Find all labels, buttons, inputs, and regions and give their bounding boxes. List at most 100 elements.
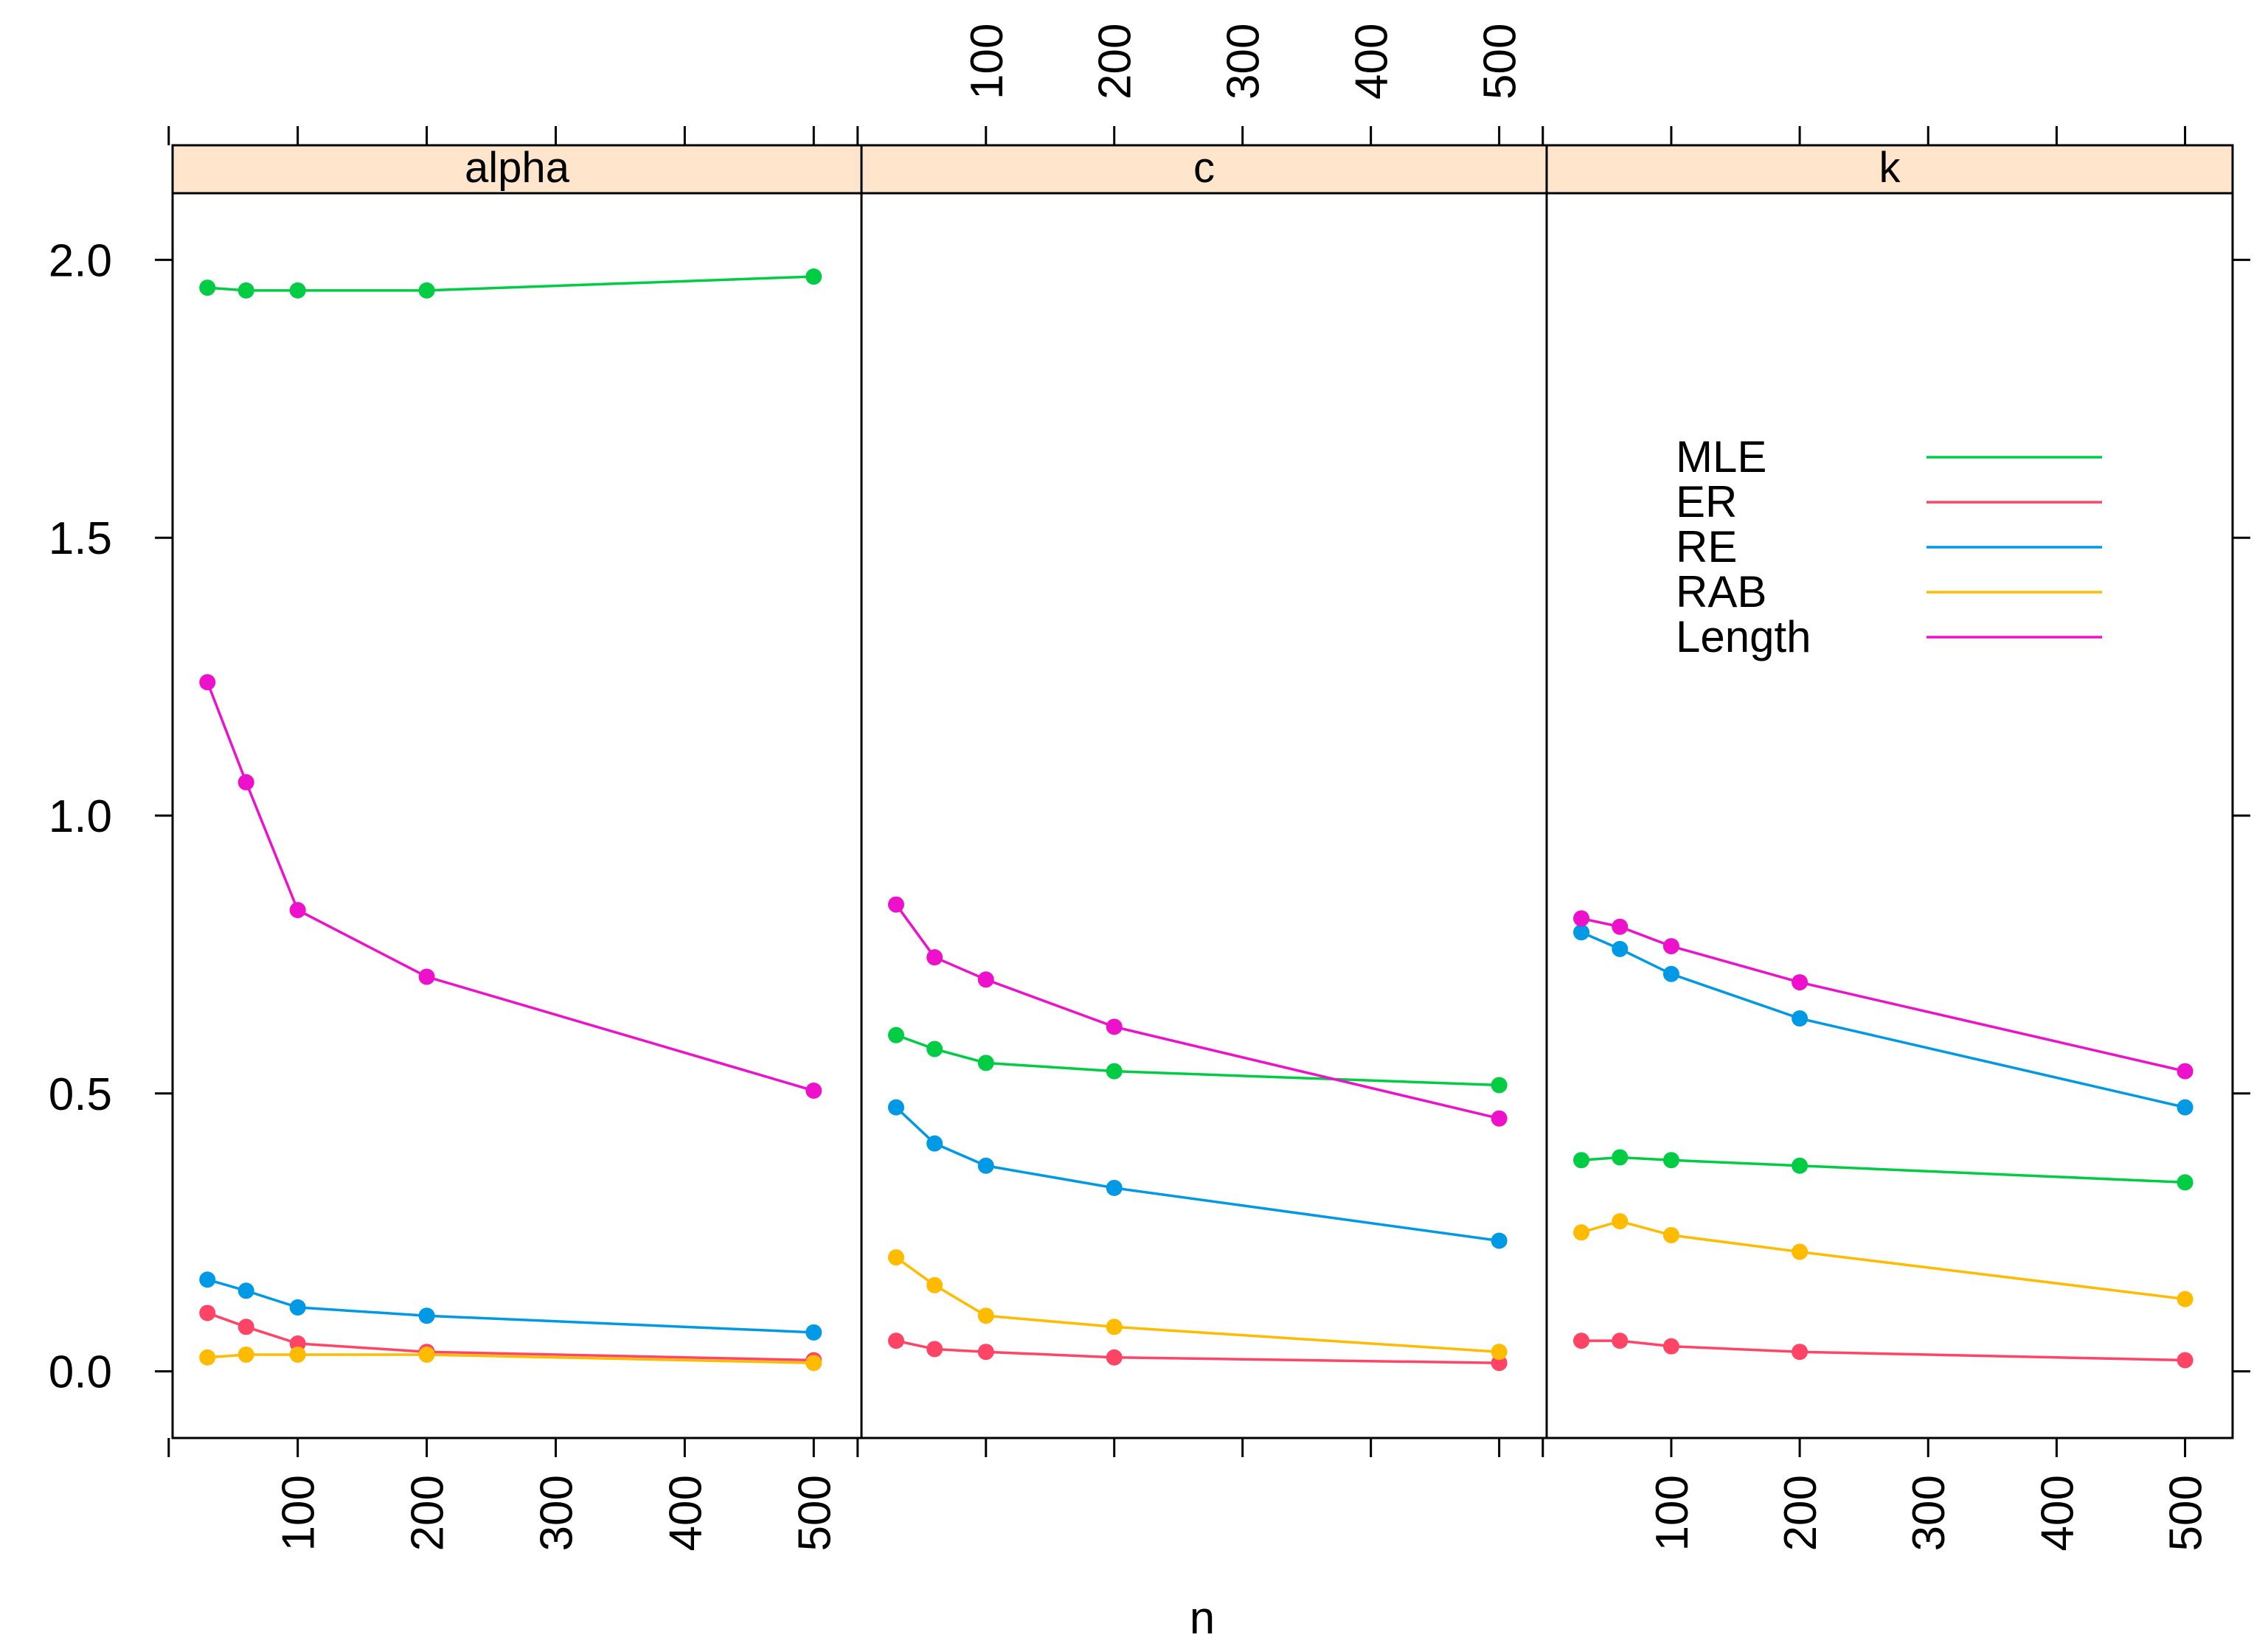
- data-point-c-ER: [1491, 1355, 1508, 1372]
- data-point-c-Length: [1491, 1110, 1508, 1127]
- data-point-alpha-RE: [418, 1307, 435, 1324]
- y-tick-label: 0.5: [49, 1069, 112, 1120]
- data-point-c-Length: [1106, 1018, 1123, 1035]
- data-point-k-MLE: [1792, 1157, 1808, 1174]
- data-point-alpha-MLE: [418, 282, 435, 299]
- data-point-c-MLE: [977, 1055, 994, 1071]
- data-point-c-RAB: [1106, 1319, 1123, 1335]
- data-point-c-RE: [887, 1099, 904, 1116]
- data-point-k-ER: [1792, 1344, 1808, 1361]
- legend-label-Length: Length: [1676, 612, 1811, 661]
- data-point-c-RAB: [887, 1249, 904, 1266]
- y-tick-label: 1.0: [49, 791, 112, 842]
- y-tick-label: 2.0: [49, 235, 112, 286]
- data-point-k-MLE: [2177, 1174, 2194, 1191]
- data-point-c-MLE: [926, 1041, 943, 1057]
- data-point-k-RE: [1573, 924, 1590, 941]
- data-point-alpha-RE: [199, 1271, 216, 1288]
- data-point-k-RAB: [1792, 1243, 1808, 1260]
- data-point-alpha-ER: [199, 1305, 216, 1321]
- data-point-c-ER: [887, 1333, 904, 1350]
- data-point-k-ER: [2177, 1352, 2194, 1369]
- x-tick-label-bottom: 500: [2161, 1475, 2212, 1551]
- data-point-k-RE: [2177, 1099, 2194, 1116]
- data-point-c-RE: [1491, 1232, 1508, 1249]
- data-point-alpha-MLE: [289, 282, 306, 299]
- data-point-c-RE: [926, 1135, 943, 1152]
- x-tick-label-bottom: 300: [1904, 1475, 1955, 1551]
- data-point-alpha-RE: [805, 1324, 822, 1341]
- panel-strip-k: [1545, 144, 2234, 195]
- series-line-k-RE: [1581, 931, 2185, 1109]
- data-point-k-Length: [1573, 910, 1590, 927]
- data-point-k-MLE: [1612, 1149, 1629, 1166]
- data-point-c-Length: [887, 896, 904, 913]
- data-point-k-ER: [1662, 1338, 1679, 1355]
- x-tick-label-bottom: 400: [660, 1475, 711, 1551]
- x-tick-label-bottom: 400: [2032, 1475, 2083, 1551]
- series-line-alpha-Length: [206, 681, 814, 1092]
- panel-title-c: c: [1193, 144, 1215, 192]
- data-point-c-MLE: [887, 1027, 904, 1043]
- panel-title-alpha: alpha: [465, 144, 570, 192]
- data-point-k-RAB: [1573, 1224, 1590, 1241]
- data-point-k-Length: [1792, 974, 1808, 991]
- data-point-c-ER: [1106, 1349, 1123, 1366]
- series-line-c-RAB: [895, 1256, 1499, 1353]
- data-point-k-MLE: [1662, 1152, 1679, 1169]
- y-tick-label: 0.0: [49, 1347, 112, 1398]
- x-tick-label-top: 300: [1218, 24, 1269, 100]
- data-point-k-RE: [1612, 940, 1629, 957]
- x-tick-label-bottom: 100: [274, 1475, 325, 1551]
- x-axis-title: n: [1190, 1593, 1215, 1643]
- data-point-c-MLE: [1106, 1063, 1123, 1080]
- data-point-k-ER: [1612, 1333, 1629, 1350]
- data-point-alpha-RAB: [805, 1355, 822, 1372]
- panel-title-k: k: [1879, 144, 1901, 192]
- data-point-c-Length: [926, 949, 943, 966]
- data-point-c-Length: [977, 971, 994, 988]
- data-point-k-Length: [1612, 918, 1629, 935]
- data-point-c-RAB: [1491, 1344, 1508, 1361]
- data-point-k-RE: [1792, 1010, 1808, 1027]
- data-point-k-ER: [1573, 1333, 1590, 1350]
- data-point-c-RE: [977, 1157, 994, 1174]
- data-point-alpha-MLE: [805, 268, 822, 285]
- x-tick-label-top: 500: [1475, 24, 1526, 100]
- series-line-c-Length: [895, 903, 1500, 1120]
- data-point-k-Length: [1662, 938, 1679, 955]
- data-point-alpha-RAB: [418, 1346, 435, 1363]
- y-tick-label: 1.5: [49, 513, 112, 564]
- legend-label-MLE: MLE: [1676, 432, 1766, 482]
- panel-frame-k: [1545, 192, 2234, 1439]
- data-point-k-Length: [2177, 1063, 2194, 1080]
- data-point-alpha-ER: [237, 1319, 254, 1335]
- data-point-c-MLE: [1491, 1077, 1508, 1094]
- data-point-alpha-Length: [805, 1083, 822, 1100]
- data-point-c-RAB: [926, 1276, 943, 1293]
- data-point-alpha-ER: [289, 1335, 306, 1352]
- data-point-alpha-RAB: [237, 1346, 254, 1363]
- panel-frame-alpha: [171, 192, 863, 1439]
- data-point-alpha-Length: [237, 774, 254, 791]
- series-line-c-RE: [895, 1106, 1499, 1243]
- data-point-alpha-RAB: [199, 1349, 216, 1366]
- data-point-c-RE: [1106, 1179, 1123, 1196]
- data-point-k-MLE: [1573, 1152, 1590, 1169]
- x-tick-label-bottom: 500: [789, 1475, 840, 1551]
- data-point-alpha-Length: [289, 902, 306, 919]
- x-tick-label-top: 100: [962, 24, 1013, 100]
- data-point-k-RE: [1662, 965, 1679, 982]
- x-tick-label-top: 400: [1347, 24, 1398, 100]
- data-point-alpha-RE: [237, 1282, 254, 1299]
- panel-frame-c: [860, 192, 1548, 1439]
- legend-label-RAB: RAB: [1676, 567, 1766, 616]
- data-point-alpha-Length: [199, 674, 216, 691]
- legend-label-RE: RE: [1676, 522, 1737, 572]
- data-point-c-ER: [926, 1341, 943, 1358]
- data-point-alpha-RE: [289, 1299, 306, 1316]
- data-point-alpha-MLE: [199, 279, 216, 296]
- data-point-alpha-Length: [418, 968, 435, 985]
- data-point-alpha-RAB: [289, 1346, 306, 1363]
